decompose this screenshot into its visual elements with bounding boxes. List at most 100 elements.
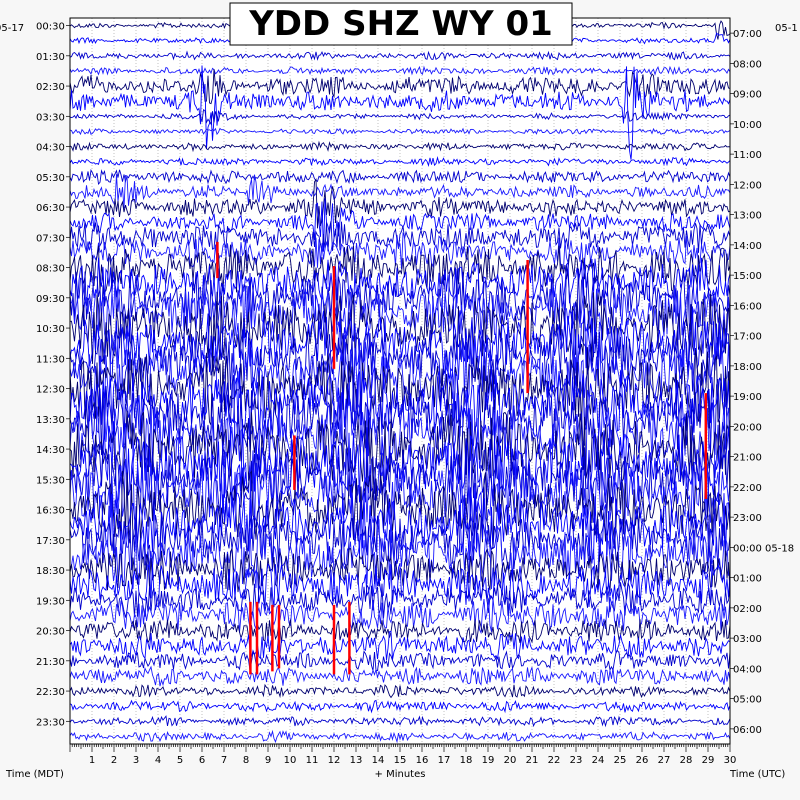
- x-tick-label: 29: [702, 755, 715, 766]
- trace-row: [69, 649, 731, 672]
- left-time-label: 03:30: [36, 112, 65, 123]
- clipped-markers: [216, 241, 708, 675]
- right-time-label: 04:00: [733, 664, 762, 675]
- x-tick-label: 21: [526, 755, 539, 766]
- trace-row: [69, 665, 731, 687]
- trace-row: [69, 65, 731, 76]
- x-tick-label: 14: [372, 755, 385, 766]
- left-time-label: 11:30: [36, 354, 65, 365]
- x-tick-label: 11: [306, 755, 319, 766]
- left-time-label: 15:30: [36, 475, 65, 486]
- trace-row: [69, 630, 731, 661]
- x-tick-label: 9: [265, 755, 271, 766]
- right-time-label: 06:00: [733, 725, 762, 736]
- left-time-label: 14:30: [36, 445, 65, 456]
- left-time-label: 06:30: [36, 203, 65, 214]
- left-time-label: 19:30: [36, 596, 65, 607]
- left-time-label: 07:30: [36, 233, 65, 244]
- left-time-label: 02:30: [36, 82, 65, 93]
- left-time-label: 08:30: [36, 264, 65, 275]
- x-axis: 1 2 3 4 5 6 7 8 9 10 11 12 13 14 15 16 17 18 19 20 21 22 23 24 2…: [69, 744, 736, 766]
- left-time-label: 12:30: [36, 385, 65, 396]
- x-tick-label: 1: [89, 755, 95, 766]
- trace-row: [69, 155, 731, 168]
- left-time-axis: 00:30 01:30 02:30 03:30 04:30 05:30 06:30 07:30…: [36, 22, 70, 728]
- x-tick-label: 26: [636, 755, 649, 766]
- x-tick-label: 16: [416, 755, 429, 766]
- trace-lines: [69, 20, 731, 744]
- right-time-label: 14:00: [733, 241, 762, 252]
- right-time-label: 00:00 05-18: [733, 543, 794, 554]
- left-time-label: 22:30: [36, 687, 65, 698]
- left-time-label: 00:30: [36, 22, 65, 33]
- right-time-label: 17:00: [733, 332, 762, 343]
- trace-row: [69, 198, 731, 252]
- x-tick-label: 3: [133, 755, 139, 766]
- trace-row: [69, 324, 731, 394]
- x-tick-label: 17: [438, 755, 451, 766]
- right-time-label: 16:00: [733, 301, 762, 312]
- left-time-label: 16:30: [36, 506, 65, 517]
- x-tick-label: 24: [592, 755, 605, 766]
- right-time-label: 08:00: [733, 59, 762, 70]
- trace-row: [69, 454, 731, 537]
- trace-row: [69, 469, 731, 550]
- right-time-label: 09:00: [733, 90, 762, 101]
- title-box: [229, 2, 573, 46]
- right-date-label: 05-1: [775, 23, 798, 34]
- trace-row: [69, 729, 731, 744]
- x-tick-label: 15: [394, 755, 407, 766]
- x-tick-label: 6: [199, 755, 205, 766]
- trace-row: [69, 699, 731, 714]
- trace-row: [69, 232, 731, 270]
- right-time-label: 15:00: [733, 271, 762, 282]
- right-time-label: 18:00: [733, 362, 762, 373]
- x-tick-label: 13: [350, 755, 363, 766]
- left-time-label: 20:30: [36, 627, 65, 638]
- x-tick-label: 5: [177, 755, 183, 766]
- right-time-label: 12:00: [733, 180, 762, 191]
- left-time-label: 17:30: [36, 536, 65, 547]
- x-axis-label: + Minutes: [375, 769, 426, 780]
- trace-row: [69, 562, 731, 608]
- right-time-label: 11:00: [733, 150, 762, 161]
- left-time-label: 23:30: [36, 717, 65, 728]
- trace-row: [69, 168, 731, 186]
- left-time-label: 04:30: [36, 143, 65, 154]
- left-time-label: 13:30: [36, 415, 65, 426]
- trace-row: [69, 244, 731, 294]
- trace-row: [69, 366, 731, 445]
- x-tick-label: 10: [284, 755, 297, 766]
- trace-row: [69, 220, 731, 254]
- left-date-label: 05-17: [0, 23, 24, 34]
- right-time-label: 21:00: [733, 453, 762, 464]
- left-time-label: 09:30: [36, 294, 65, 305]
- right-time-label: 19:00: [733, 392, 762, 403]
- right-axis-label: Time (UTC): [729, 769, 785, 780]
- trace-row: [69, 596, 731, 635]
- trace-row: [69, 140, 731, 153]
- trace-row: [69, 178, 731, 229]
- x-tick-label: 12: [328, 755, 341, 766]
- left-time-label: 01:30: [36, 52, 65, 63]
- x-tick-label: 28: [680, 755, 693, 766]
- trace-row: [69, 519, 731, 590]
- trace-row: [69, 65, 731, 160]
- right-time-label: 07:00: [733, 29, 762, 40]
- trace-row: [69, 68, 731, 105]
- trace-row: [69, 108, 731, 126]
- chart-title: YDD SHZ WY 01: [248, 4, 553, 44]
- right-time-label: 13:00: [733, 211, 762, 222]
- x-tick-label: 27: [658, 755, 671, 766]
- trace-row: [69, 715, 731, 728]
- trace-row: [69, 50, 731, 61]
- right-time-label: 05:00: [733, 695, 762, 706]
- trace-row: [69, 582, 731, 619]
- trace-row: [69, 174, 731, 209]
- right-time-label: 22:00: [733, 483, 762, 494]
- right-time-label: 03:00: [733, 634, 762, 645]
- x-tick-label: 25: [614, 755, 627, 766]
- x-tick-label: 20: [504, 755, 517, 766]
- right-time-label: 01:00: [733, 574, 762, 585]
- left-axis-label: Time (MDT): [5, 769, 64, 780]
